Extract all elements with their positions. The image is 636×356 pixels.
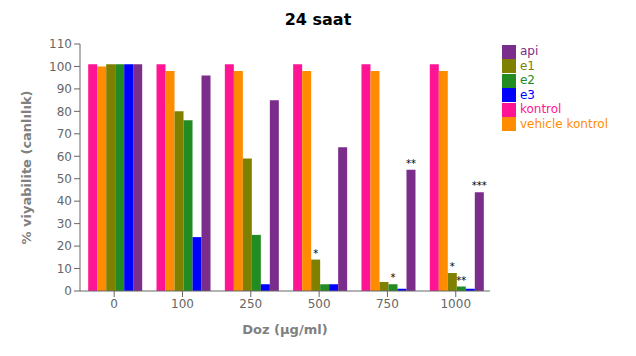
svg-text:70: 70	[57, 127, 72, 141]
svg-text:0: 0	[110, 297, 118, 311]
svg-text:40: 40	[57, 194, 72, 208]
svg-text:***: ***	[472, 180, 487, 191]
html-text:e3: e3	[519, 87, 535, 102]
svg-text:10: 10	[57, 262, 72, 276]
html-text:24 saat: 24 saat	[284, 10, 352, 29]
svg-text:**: **	[406, 158, 416, 169]
svg-text:*: *	[313, 248, 318, 259]
html-text:kontrol: kontrol	[519, 102, 562, 116]
svg-text:100: 100	[49, 60, 72, 74]
svg-text:60: 60	[57, 150, 72, 164]
svg-text:750: 750	[376, 297, 399, 311]
svg-text:100: 100	[171, 297, 194, 311]
svg-text:*: *	[450, 261, 455, 272]
svg-text:Doz (μg/ml): Doz (μg/ml)	[242, 322, 327, 337]
html-text:vehicle kontrol: vehicle kontrol	[519, 116, 608, 131]
svg-text:30: 30	[57, 217, 72, 231]
svg-text:110: 110	[49, 37, 72, 51]
svg-text:**: **	[456, 275, 466, 286]
html-text:e2: e2	[519, 73, 535, 87]
svg-text:0: 0	[64, 284, 72, 298]
svg-text:20: 20	[57, 239, 72, 253]
svg-text:90: 90	[57, 82, 72, 96]
svg-text:500: 500	[308, 297, 331, 311]
svg-text:50: 50	[57, 172, 72, 186]
svg-text:% viyabilite (canlılık): % viyabilite (canlılık)	[19, 90, 34, 244]
svg-text:1000: 1000	[440, 297, 471, 311]
html-text:api: api	[519, 44, 539, 58]
svg-text:80: 80	[57, 105, 72, 119]
svg-text:*: *	[390, 272, 395, 283]
svg-text:250: 250	[239, 297, 262, 311]
html-text:e1: e1	[519, 58, 535, 73]
